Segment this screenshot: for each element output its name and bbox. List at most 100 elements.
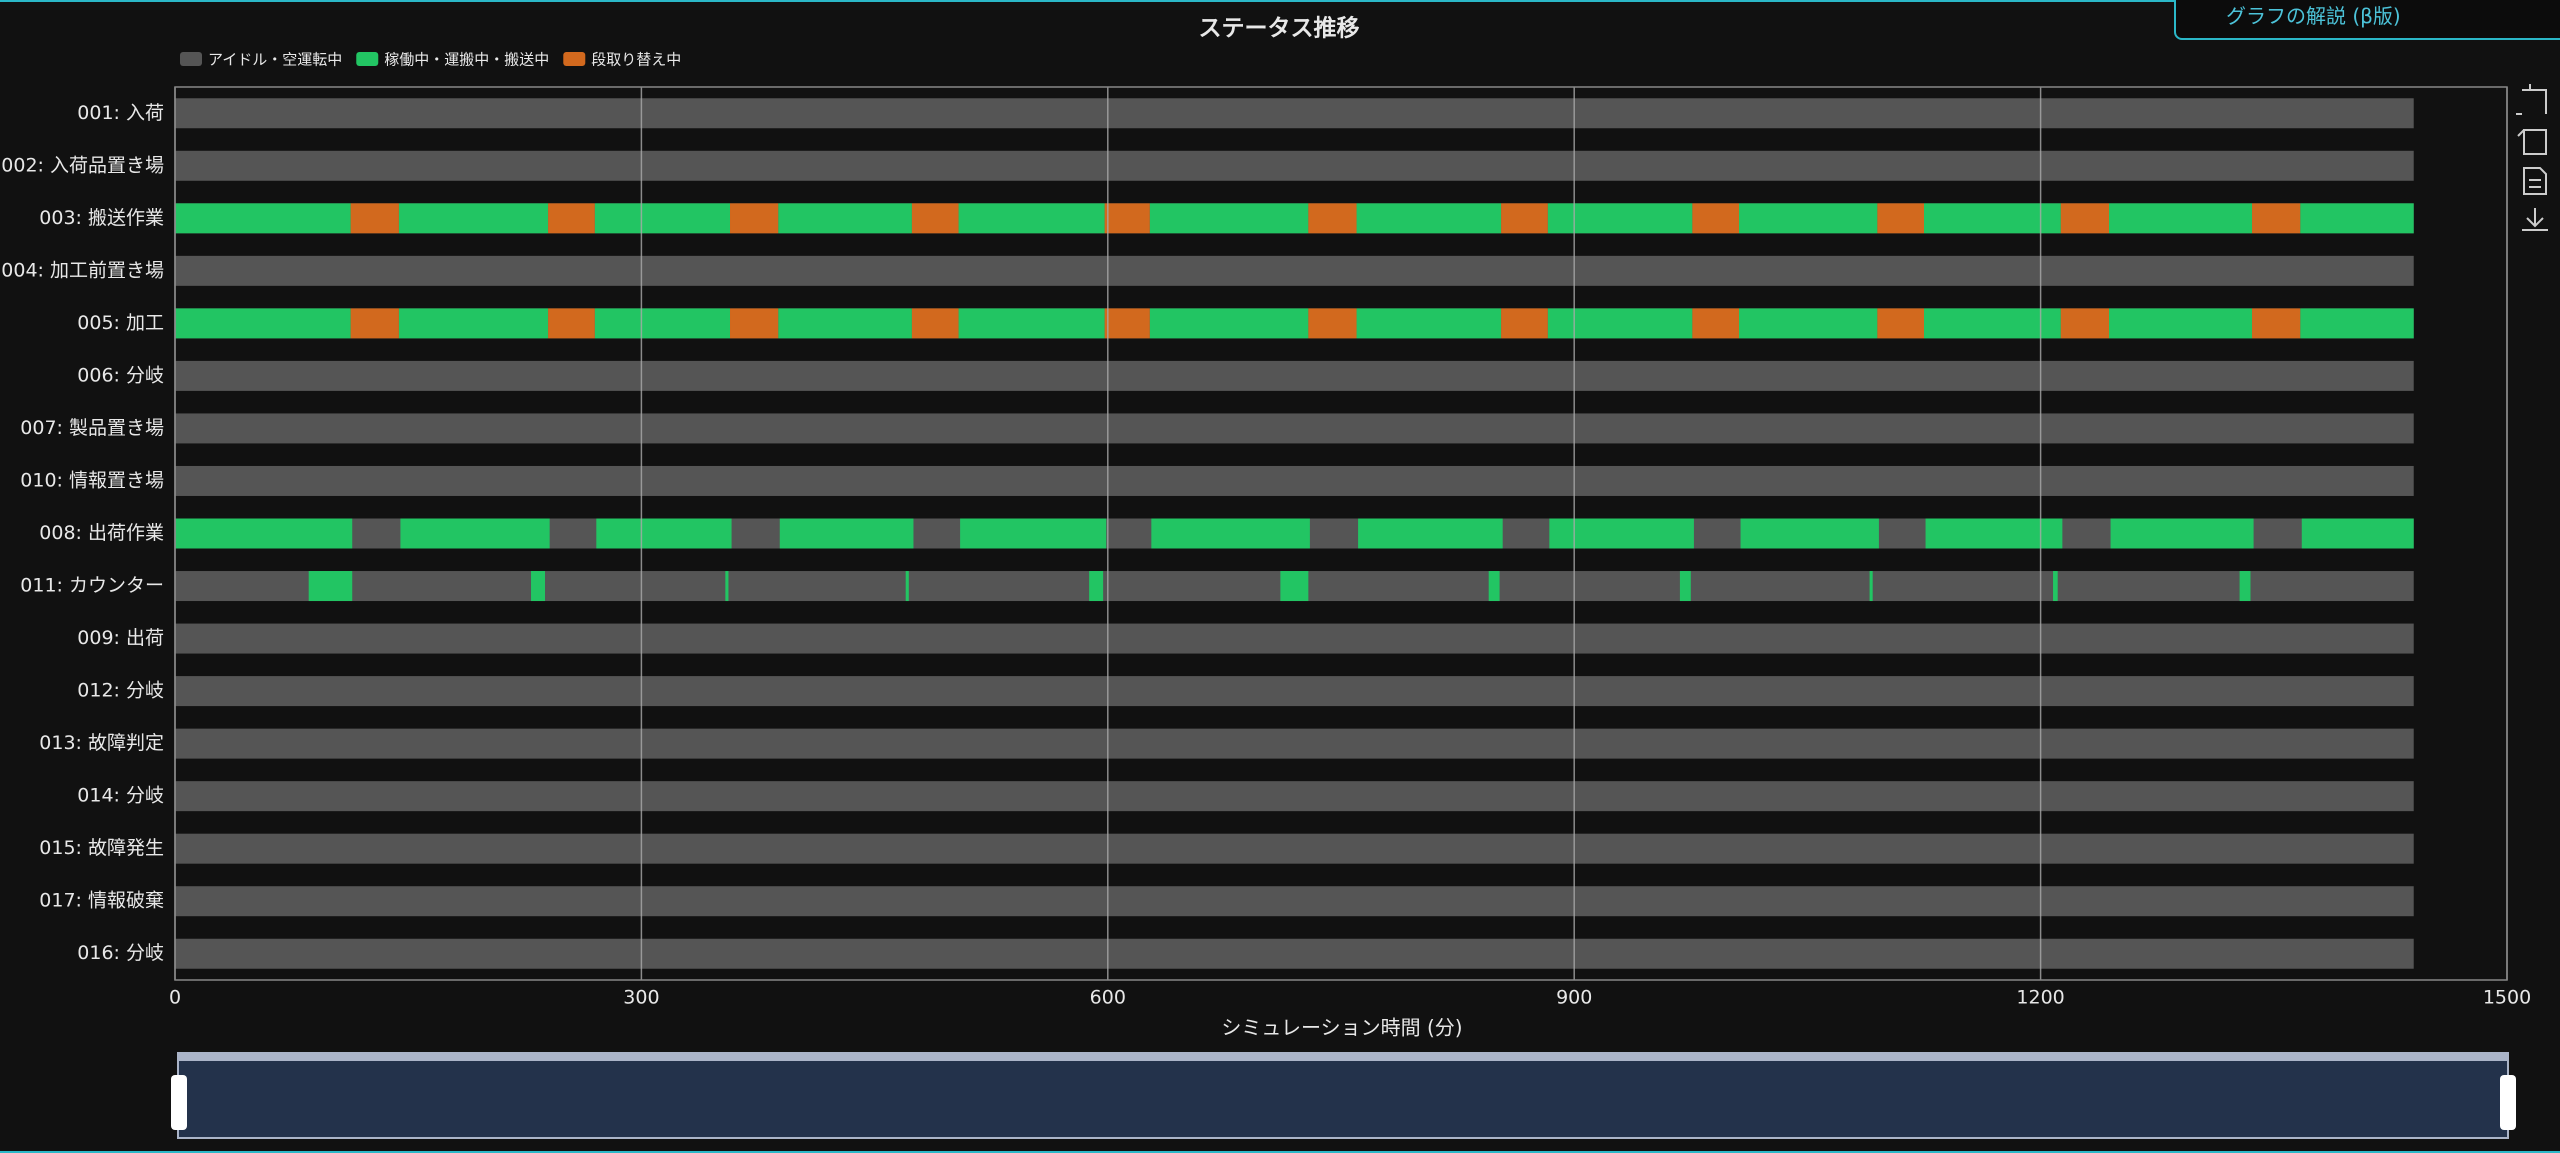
status-span xyxy=(1924,308,2061,339)
status-span xyxy=(175,203,351,234)
y-tick-label: 013: 故障判定 xyxy=(39,732,164,754)
y-tick-label: 003: 搬送作業 xyxy=(39,207,164,229)
status-span xyxy=(1356,203,1502,234)
status-span xyxy=(1358,518,1503,549)
status-span xyxy=(1149,203,1309,234)
x-tick-label: 1200 xyxy=(2016,987,2064,1009)
legend-swatch xyxy=(356,52,379,66)
status-span xyxy=(2300,203,2414,234)
status-span xyxy=(1151,518,1310,549)
status-span xyxy=(175,308,351,339)
status-span xyxy=(1488,571,1500,602)
status-span xyxy=(548,203,595,234)
y-tick-label: 006: 分岐 xyxy=(77,364,164,386)
status-span xyxy=(1877,203,1924,234)
zoom-icon[interactable] xyxy=(2516,84,2547,115)
status-span xyxy=(779,518,914,549)
legend-label: アイドル・空運転中 xyxy=(208,51,342,69)
status-span xyxy=(175,465,2414,496)
status-span xyxy=(350,308,399,339)
x-tick-label: 0 xyxy=(169,987,181,1009)
y-tick-label: 017: 情報破棄 xyxy=(39,890,164,912)
status-span xyxy=(175,518,353,549)
y-tick-label: 004: 加工前置き場 xyxy=(1,259,164,281)
status-span xyxy=(1692,308,1739,339)
help-button[interactable]: グラフの解説 (β版) xyxy=(2174,0,2560,40)
y-tick-label: 015: 故障発生 xyxy=(39,837,164,859)
chart-title: ステータス推移 xyxy=(1199,16,1360,42)
status-span xyxy=(1356,308,1502,339)
y-tick-label: 002: 入荷品置き場 xyxy=(1,154,164,176)
range-slider-bar xyxy=(178,1053,2508,1061)
status-span xyxy=(398,308,549,339)
status-span xyxy=(1501,308,1548,339)
export-icon[interactable] xyxy=(2523,167,2547,195)
x-tick-label: 600 xyxy=(1090,987,1126,1009)
status-span xyxy=(2239,571,2251,602)
status-span xyxy=(1501,203,1548,234)
toolbar xyxy=(2516,84,2548,231)
status-span xyxy=(2110,518,2254,549)
status-span xyxy=(1104,203,1150,234)
status-span xyxy=(2109,203,2253,234)
status-span xyxy=(1547,308,1693,339)
status-span xyxy=(1149,308,1309,339)
status-span xyxy=(548,308,595,339)
y-tick-label: 008: 出荷作業 xyxy=(39,522,164,544)
y-tick-label: 007: 製品置き場 xyxy=(20,417,164,439)
status-span xyxy=(398,203,549,234)
status-span xyxy=(1738,308,1878,339)
range-handle-right[interactable] xyxy=(2500,1075,2516,1130)
reset-icon[interactable] xyxy=(2517,129,2547,155)
status-span xyxy=(175,728,2414,759)
range-handle-left[interactable] xyxy=(171,1075,187,1130)
y-tick-label: 010: 情報置き場 xyxy=(20,469,164,491)
status-span xyxy=(1740,518,1879,549)
legend-label: 段取り替え中 xyxy=(591,51,681,69)
download-icon[interactable] xyxy=(2522,208,2548,231)
status-span xyxy=(1089,571,1104,602)
status-span xyxy=(911,203,959,234)
status-span xyxy=(400,518,550,549)
y-tick-label: 001: 入荷 xyxy=(77,102,164,124)
y-tick-label: 005: 加工 xyxy=(77,312,164,334)
status-span xyxy=(175,255,2414,286)
legend-swatch xyxy=(563,52,586,66)
status-span xyxy=(1308,308,1357,339)
status-span xyxy=(1547,203,1693,234)
status-span xyxy=(175,150,2414,181)
status-span xyxy=(1869,571,1873,602)
status-span xyxy=(2252,203,2301,234)
status-span xyxy=(2053,571,2058,602)
status-span xyxy=(1679,571,1691,602)
x-tick-label: 900 xyxy=(1556,987,1592,1009)
status-span xyxy=(911,308,959,339)
plot-border xyxy=(174,86,2508,981)
status-span xyxy=(958,203,1105,234)
status-span xyxy=(2060,308,2110,339)
status-span xyxy=(596,518,732,549)
status-span xyxy=(175,623,2414,654)
status-span xyxy=(778,203,912,234)
status-span xyxy=(1738,203,1878,234)
status-span xyxy=(1877,308,1924,339)
y-tick-label: 009: 出荷 xyxy=(77,627,164,649)
status-span xyxy=(175,938,2414,969)
status-span xyxy=(2060,203,2110,234)
status-span xyxy=(175,781,2414,812)
status-span xyxy=(2301,518,2414,549)
status-span xyxy=(531,571,546,602)
x-axis-title: シミュレーション時間 (分) xyxy=(1221,1016,1462,1040)
status-span xyxy=(1925,518,2063,549)
range-slider[interactable] xyxy=(171,1052,2516,1139)
status-span xyxy=(778,308,912,339)
status-span xyxy=(175,833,2414,864)
status-span xyxy=(730,308,779,339)
y-tick-label: 011: カウンター xyxy=(20,575,164,597)
status-span xyxy=(960,518,1107,549)
status-span xyxy=(594,203,731,234)
status-span xyxy=(725,571,729,602)
status-span xyxy=(175,676,2414,707)
status-span xyxy=(350,203,399,234)
